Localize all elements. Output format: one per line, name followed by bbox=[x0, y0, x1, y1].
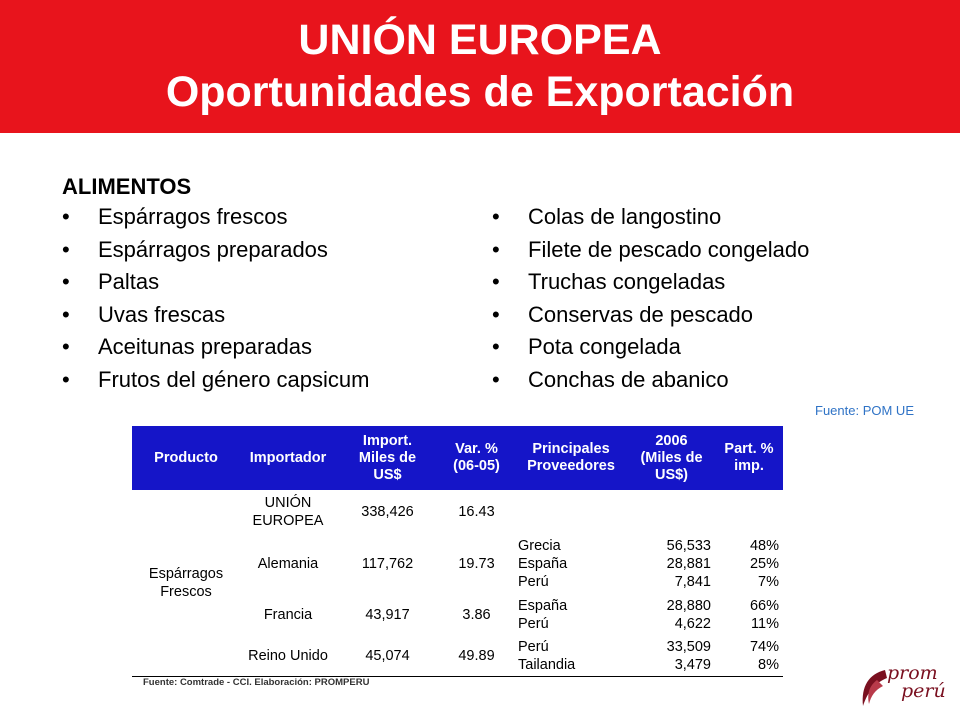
variation-cell: 19.73 bbox=[458, 556, 495, 572]
variation-cell: 16.43 bbox=[458, 504, 495, 520]
promperu-logo: prom perú bbox=[855, 660, 955, 715]
product-cell: Espárragos Frescos bbox=[132, 490, 240, 677]
logo-text-peru: perú bbox=[901, 680, 946, 702]
share-cell: 48% 25% 7% bbox=[749, 538, 779, 590]
imports-cell: 117,762 bbox=[361, 556, 414, 572]
value-cell bbox=[628, 490, 715, 534]
list-item: • Conchas de abanico bbox=[492, 366, 729, 392]
bullet-icon: • bbox=[62, 301, 70, 327]
header-importador: Importador bbox=[240, 426, 336, 490]
header-share: Part. % imp. bbox=[715, 426, 783, 490]
importer-cell: Reino Unido bbox=[240, 635, 336, 677]
importer-cell: Alemania bbox=[257, 556, 319, 572]
share-cell: 74% 8% bbox=[715, 635, 783, 677]
share-cell: 66% 11% bbox=[749, 597, 779, 632]
list-item: • Espárragos preparados bbox=[62, 236, 328, 262]
asparagus-import-table: Producto Importador Import. Miles de US$ V… bbox=[132, 426, 783, 677]
bullet-icon: • bbox=[62, 236, 70, 262]
bullet-icon: • bbox=[62, 334, 70, 360]
list-item: • Filete de pescado congelado bbox=[492, 236, 810, 262]
right-product-list: • Colas de langostino • Filete de pescado … bbox=[492, 203, 912, 399]
value-cell: 33,509 3,479 bbox=[628, 635, 715, 677]
list-item: • Uvas frescas bbox=[62, 301, 226, 327]
list-item: • Truchas congeladas bbox=[492, 269, 726, 295]
list-item: • Pota congelada bbox=[492, 334, 681, 360]
title-line-2: Oportunidades de Exportación bbox=[165, 68, 795, 116]
header-suppliers: Principales Proveedores bbox=[514, 426, 628, 490]
list-item: • Paltas bbox=[62, 269, 160, 295]
title-banner: UNIÓN EUROPEA Oportunidades de Exportaci… bbox=[0, 0, 960, 133]
bullet-icon: • bbox=[492, 334, 500, 360]
imports-cell: 45,074 bbox=[336, 635, 439, 677]
left-product-list: • Espárragos frescos • Espárragos preparad… bbox=[62, 203, 462, 399]
imports-cell: 338,426 bbox=[361, 504, 414, 520]
bullet-icon: • bbox=[62, 204, 70, 229]
share-cell bbox=[715, 490, 783, 534]
list-item: • Aceitunas preparadas bbox=[62, 334, 313, 360]
list-item: • Conservas de pescado bbox=[492, 301, 754, 327]
source-note-pom: Fuente: POM UE bbox=[815, 403, 914, 418]
list-item: • Espárragos frescos bbox=[62, 204, 288, 229]
imports-cell: 43,917 bbox=[365, 606, 410, 623]
table-row: Reino Unido 45,074 49.89 Perú Tailandia 3… bbox=[132, 635, 783, 677]
supplier-cell: Grecia España Perú bbox=[518, 538, 568, 590]
bullet-icon: • bbox=[62, 366, 70, 392]
promperu-mark-icon bbox=[862, 670, 887, 706]
variation-cell: 49.89 bbox=[439, 635, 514, 677]
supplier-cell: Perú Tailandia bbox=[514, 635, 628, 677]
table-row: Alemania 117,762 19.73 Grecia España Perú … bbox=[132, 534, 783, 594]
header-import: Import. Miles de US$ bbox=[336, 426, 439, 490]
table-row: Francia 43,917 3.86 España Perú 28,880 4,6… bbox=[132, 594, 783, 635]
list-item: • Colas de langostino bbox=[492, 204, 722, 229]
bullet-icon: • bbox=[62, 269, 70, 295]
value-cell: 28,880 4,622 bbox=[666, 597, 711, 632]
supplier-cell bbox=[514, 490, 628, 534]
bullet-icon: • bbox=[492, 269, 500, 295]
table-header-row: Producto Importador Import. Miles de US$ V… bbox=[132, 426, 783, 490]
variation-cell: 3.86 bbox=[462, 606, 491, 623]
table-row: Espárragos Frescos UNIÓN EUROPEA 338,426 1… bbox=[132, 490, 783, 677]
bullet-icon: • bbox=[492, 236, 500, 262]
importer-cell: UNIÓN EUROPEA bbox=[252, 495, 324, 529]
header-producto: Producto bbox=[132, 426, 240, 490]
logo-text-prom: prom bbox=[887, 662, 938, 684]
bullet-icon: • bbox=[492, 366, 500, 392]
title-line-1: UNIÓN EUROPEA bbox=[298, 16, 662, 64]
value-cell: 56,533 28,881 7,841 bbox=[666, 538, 711, 590]
section-heading: ALIMENTOS bbox=[62, 174, 192, 199]
header-variation: Var. % (06-05) bbox=[439, 426, 514, 490]
importer-cell: Francia bbox=[263, 606, 313, 623]
header-2006: 2006 (Miles de US$) bbox=[628, 426, 715, 490]
bullet-icon: • bbox=[492, 204, 500, 229]
list-item: • Frutos del género capsicum bbox=[62, 366, 370, 392]
source-note-comtrade: Fuente: Comtrade - CCI. Elaboración: PRO… bbox=[143, 677, 370, 688]
supplier-cell: España Perú bbox=[518, 597, 568, 632]
bullet-icon: • bbox=[492, 301, 500, 327]
